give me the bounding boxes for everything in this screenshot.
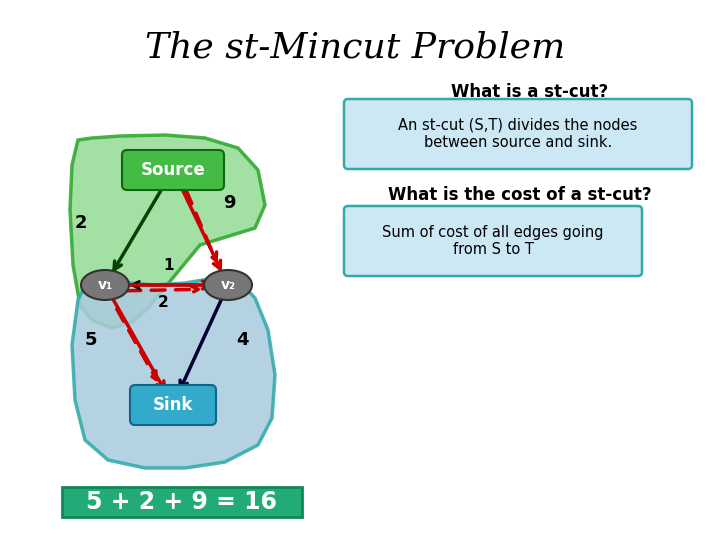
Ellipse shape bbox=[204, 270, 252, 300]
Text: v₁: v₁ bbox=[97, 278, 112, 292]
FancyBboxPatch shape bbox=[344, 99, 692, 169]
Text: What is the cost of a st-cut?: What is the cost of a st-cut? bbox=[388, 186, 652, 204]
Text: 9: 9 bbox=[223, 194, 235, 212]
Text: 2: 2 bbox=[158, 295, 168, 310]
Text: 5: 5 bbox=[85, 331, 97, 349]
Text: An st-cut (S,T) divides the nodes
between source and sink.: An st-cut (S,T) divides the nodes betwee… bbox=[398, 118, 638, 150]
Text: Sum of cost of all edges going
from S to T: Sum of cost of all edges going from S to… bbox=[382, 225, 604, 257]
Text: 1: 1 bbox=[163, 258, 174, 273]
FancyBboxPatch shape bbox=[130, 385, 216, 425]
Text: What is a st-cut?: What is a st-cut? bbox=[451, 83, 608, 101]
Text: v₂: v₂ bbox=[220, 278, 235, 292]
FancyBboxPatch shape bbox=[344, 206, 642, 276]
FancyBboxPatch shape bbox=[122, 150, 224, 190]
Text: 2: 2 bbox=[75, 214, 88, 232]
Text: Source: Source bbox=[140, 161, 205, 179]
FancyBboxPatch shape bbox=[62, 487, 302, 517]
Text: The st-Mincut Problem: The st-Mincut Problem bbox=[145, 30, 565, 64]
Text: 5 + 2 + 9 = 16: 5 + 2 + 9 = 16 bbox=[86, 490, 277, 514]
Text: 4: 4 bbox=[236, 331, 248, 349]
Ellipse shape bbox=[81, 270, 129, 300]
Text: Sink: Sink bbox=[153, 396, 193, 414]
Polygon shape bbox=[72, 275, 275, 468]
Polygon shape bbox=[70, 135, 265, 328]
